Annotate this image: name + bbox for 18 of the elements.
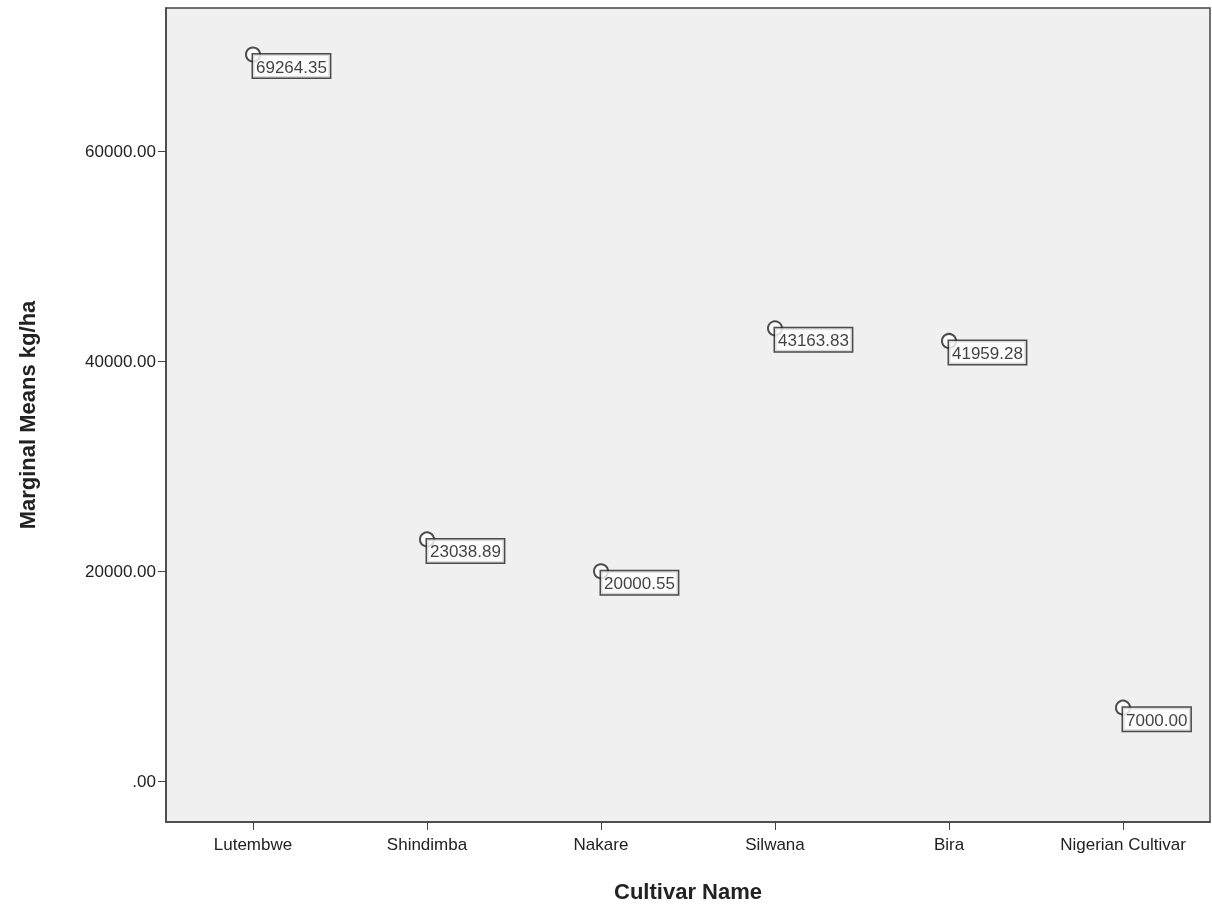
x-tick-label: Bira xyxy=(933,835,965,854)
x-tick-label: Shindimba xyxy=(386,835,468,854)
data-label: 43163.83 xyxy=(778,331,849,351)
data-label: 69264.35 xyxy=(256,57,327,77)
y-axis-title: Marginal Means kg/ha xyxy=(14,299,40,530)
y-tick-label: .00 xyxy=(132,771,156,791)
x-axis-title: Cultivar Name xyxy=(614,878,762,904)
data-label: 20000.55 xyxy=(604,574,675,594)
y-tick-label: 40000.00 xyxy=(85,352,156,371)
data-label: 23038.89 xyxy=(430,542,501,562)
y-tick-label: 20000.00 xyxy=(85,561,156,581)
x-tick-label: Silwana xyxy=(745,835,806,854)
y-tick-label: 60000.00 xyxy=(85,142,156,162)
x-tick-label: Lutembwe xyxy=(213,835,293,854)
x-tick-label: Nakare xyxy=(573,835,629,854)
data-label: 41959.28 xyxy=(952,343,1023,363)
data-label: 7000.00 xyxy=(1126,710,1188,730)
x-tick-label: Nigerian Cultivar xyxy=(1060,835,1187,854)
